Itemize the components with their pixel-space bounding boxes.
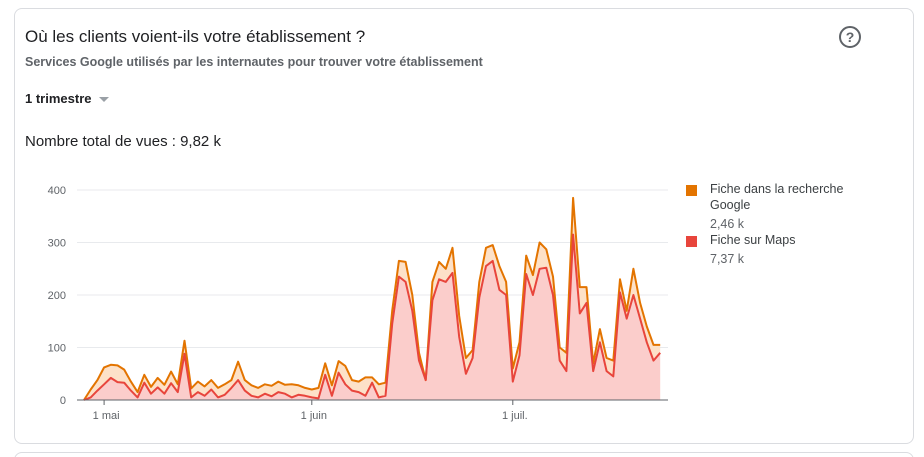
chevron-down-icon (99, 96, 110, 102)
y-tick-label: 200 (48, 290, 66, 302)
x-axis-labels: 1 mai 1 juin 1 juil. (93, 410, 528, 422)
chart-legend: Fiche dans la recherche Google 2,46 k Fi… (686, 181, 880, 271)
x-tick-label: 1 juil. (502, 410, 528, 422)
legend-swatch-search (686, 185, 697, 196)
x-tick-label: 1 juin (301, 410, 327, 422)
axes (77, 399, 668, 405)
line-search (83, 196, 661, 401)
total-views: Nombre total de vues : 9,82 k (25, 133, 221, 150)
legend-label-search: Fiche dans la recherche Google (710, 182, 844, 212)
legend-value-search: 2,46 k (710, 217, 745, 231)
y-axis-labels: 0 100 200 300 400 (48, 185, 66, 407)
y-tick-label: 100 (48, 343, 66, 355)
legend-item-maps: Fiche sur Maps 7,37 k (686, 232, 880, 267)
line-maps (83, 233, 661, 401)
period-label: 1 trimestre (25, 91, 92, 106)
y-tick-label: 400 (48, 185, 66, 197)
area-maps (84, 234, 661, 400)
card-title: Où les clients voient-ils votre établiss… (25, 27, 366, 46)
legend-value-maps: 7,37 k (710, 252, 745, 266)
chart-areas (84, 197, 661, 400)
x-tick-label: 1 mai (93, 410, 120, 422)
period-dropdown[interactable]: 1 trimestre (25, 91, 110, 106)
legend-swatch-maps (686, 236, 697, 247)
help-icon[interactable]: ? (839, 26, 861, 48)
card-subtitle: Services Google utilisés par les interna… (25, 55, 483, 69)
legend-item-search: Fiche dans la recherche Google 2,46 k (686, 181, 880, 232)
legend-label-maps: Fiche sur Maps (710, 233, 796, 247)
y-tick-label: 300 (48, 238, 66, 250)
chart-lines (83, 196, 661, 401)
y-tick-label: 0 (60, 395, 66, 407)
